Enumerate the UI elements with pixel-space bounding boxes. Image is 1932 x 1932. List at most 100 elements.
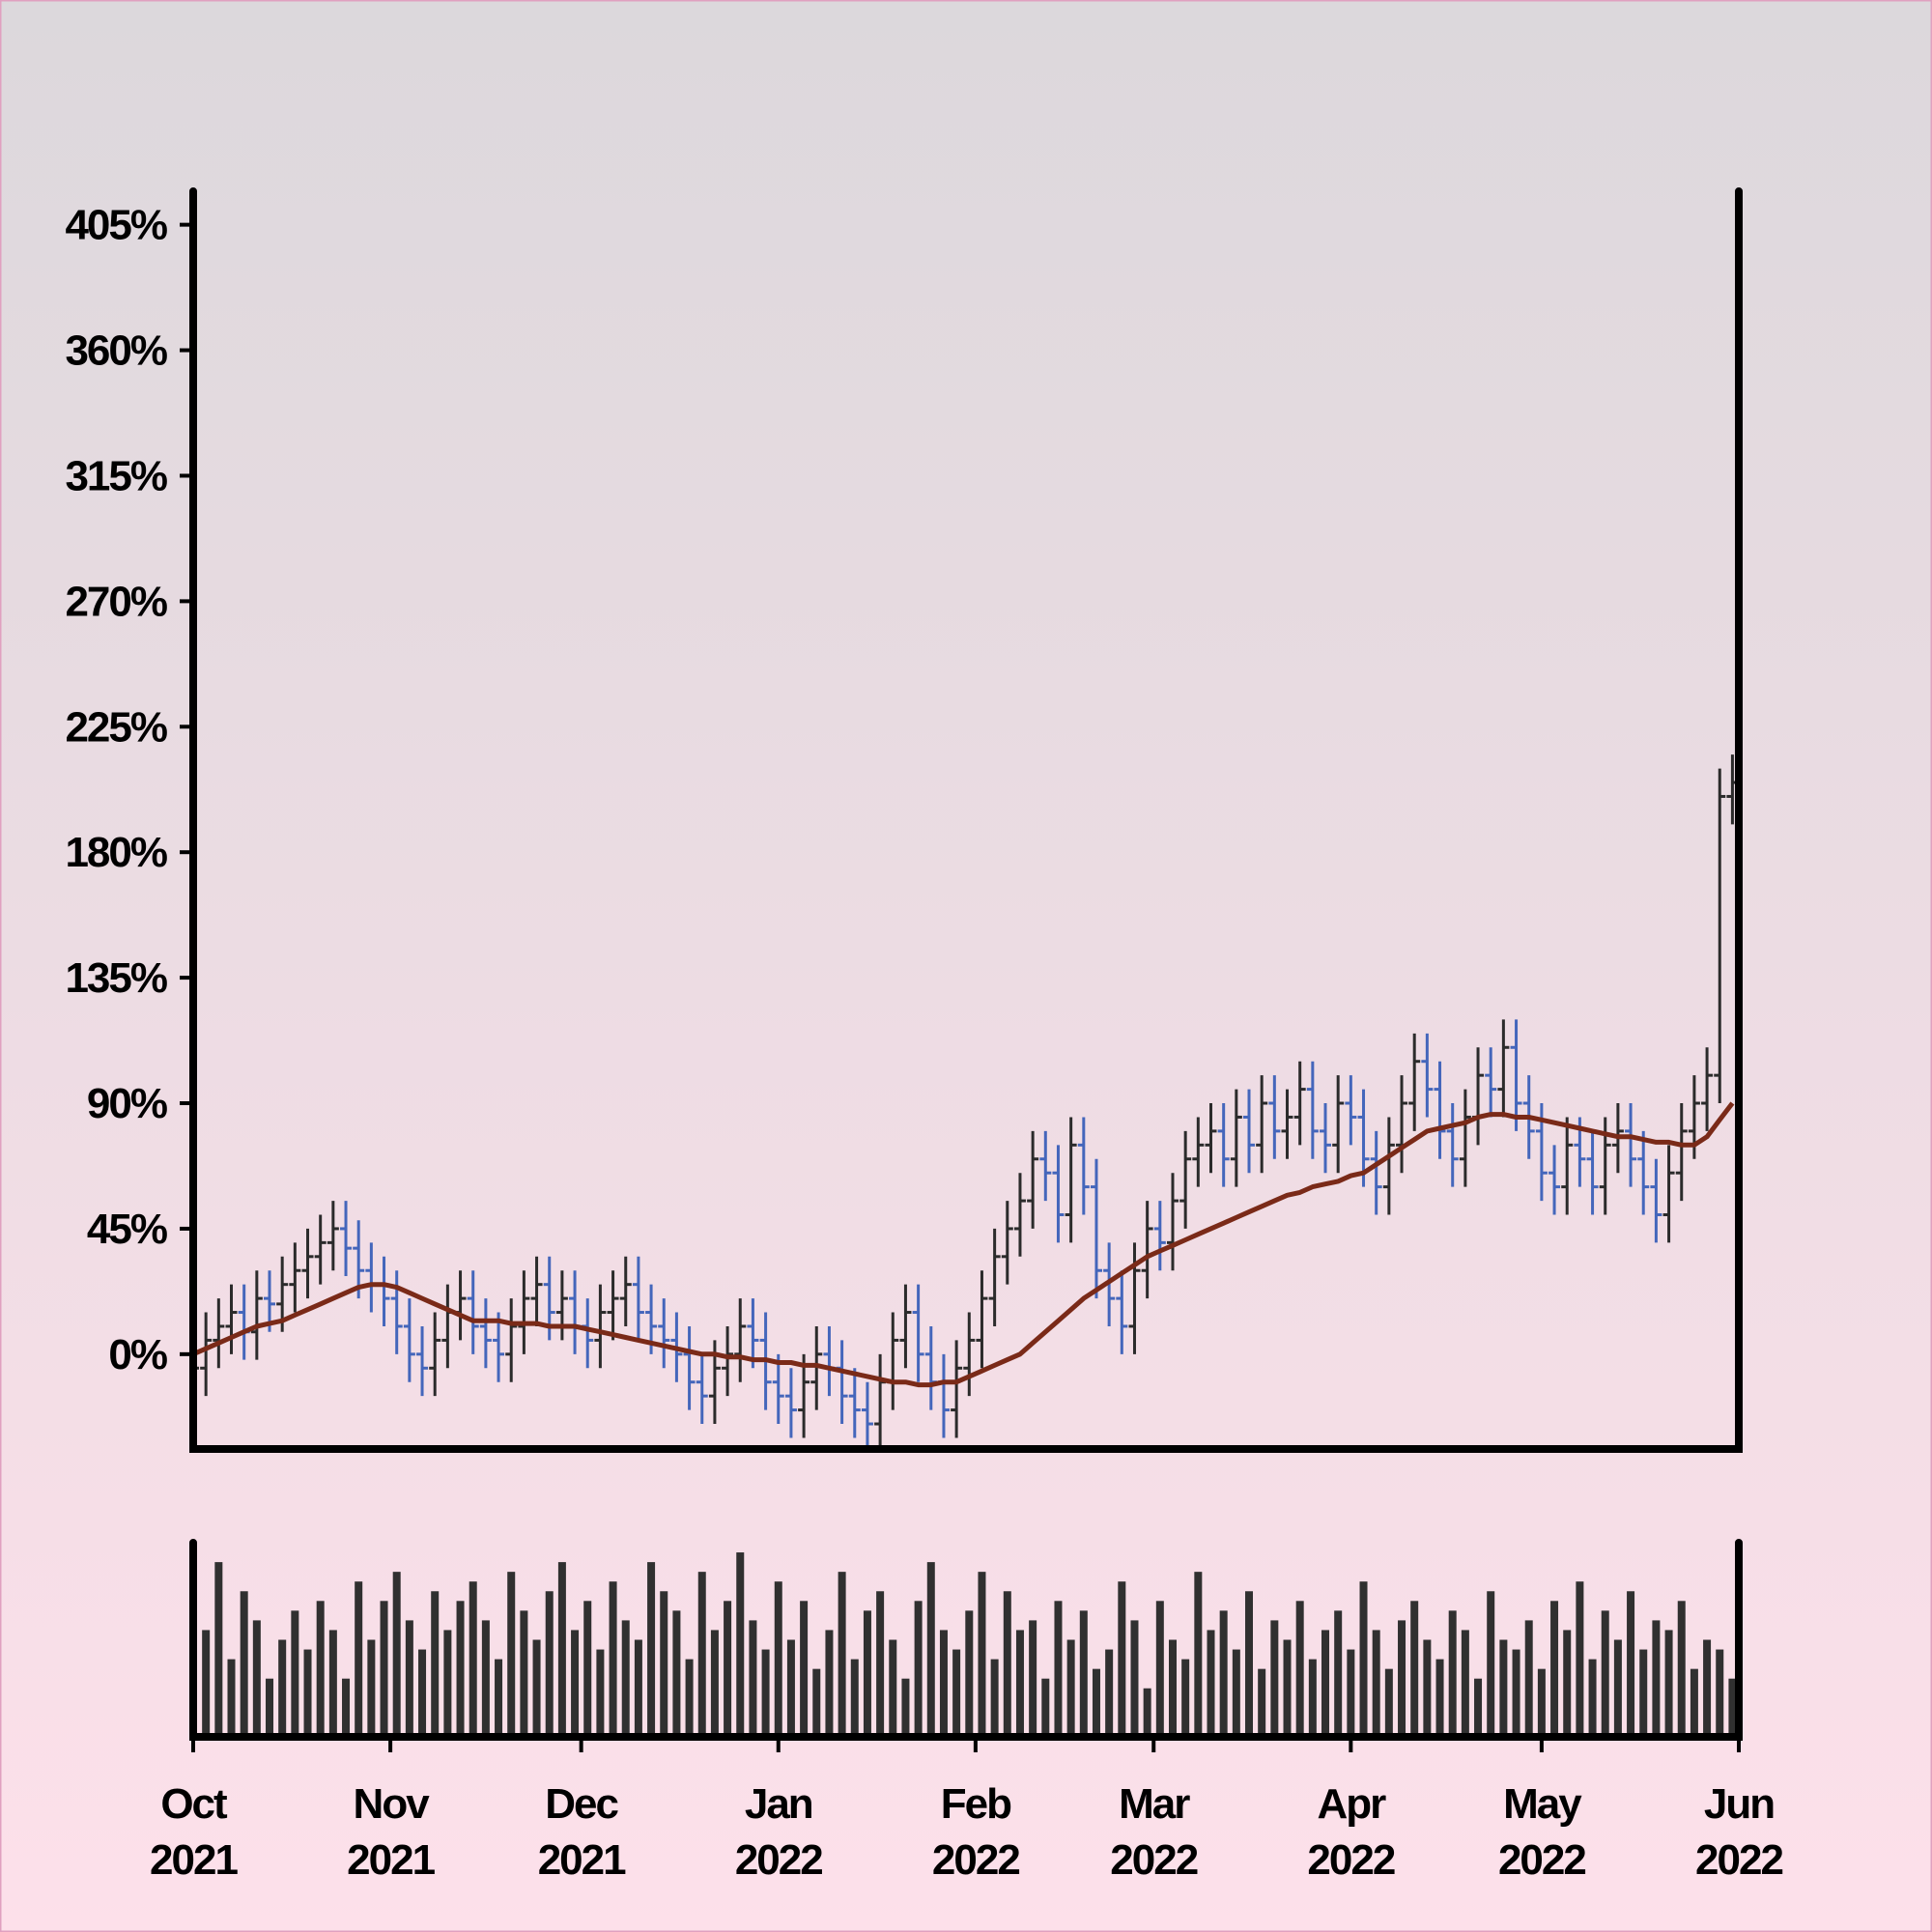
ohlc-bar bbox=[1320, 1103, 1332, 1174]
ohlc-bar bbox=[1039, 1130, 1052, 1202]
volume-bar bbox=[1015, 1630, 1024, 1737]
ohlc-bar bbox=[632, 1256, 644, 1341]
volume-bar bbox=[1295, 1601, 1304, 1737]
volume-bar bbox=[978, 1572, 986, 1737]
volume-bar bbox=[710, 1630, 719, 1737]
volume-bar bbox=[520, 1610, 528, 1737]
ohlc-bar bbox=[1052, 1145, 1065, 1243]
volume-bar bbox=[1601, 1610, 1609, 1737]
ohlc-bar bbox=[658, 1298, 670, 1369]
volume-bar bbox=[1079, 1610, 1088, 1737]
volume-bar bbox=[609, 1581, 617, 1737]
volume-bar bbox=[1283, 1639, 1292, 1737]
ohlc-bar bbox=[1027, 1130, 1039, 1229]
volume-bar bbox=[227, 1659, 236, 1737]
volume-bar bbox=[1550, 1601, 1559, 1737]
volume-bar bbox=[850, 1659, 859, 1737]
volume-bar bbox=[303, 1649, 312, 1737]
volume-bar bbox=[405, 1620, 413, 1737]
x-tick-label: Apr 2022 bbox=[1307, 1780, 1394, 1884]
x-tick-label: Nov 2021 bbox=[347, 1780, 435, 1884]
y-tick-label: 405% bbox=[65, 202, 166, 249]
ohlc-bar bbox=[327, 1201, 339, 1271]
ohlc-bar bbox=[747, 1298, 759, 1369]
volume-bar bbox=[481, 1620, 490, 1737]
ohlc-bar bbox=[1434, 1061, 1446, 1159]
volume-bar bbox=[1728, 1678, 1737, 1737]
volume-bar bbox=[1537, 1668, 1546, 1737]
ohlc-bar bbox=[1396, 1075, 1408, 1174]
y-tick-label: 45% bbox=[87, 1206, 167, 1253]
ohlc-bar bbox=[1243, 1089, 1256, 1174]
volume-bar bbox=[1639, 1649, 1648, 1737]
ohlc-bar bbox=[1332, 1075, 1345, 1174]
volume-bar bbox=[380, 1601, 388, 1737]
ohlc-bar bbox=[912, 1284, 924, 1382]
ohlc-bar bbox=[518, 1270, 530, 1354]
ohlc-bar bbox=[1625, 1103, 1637, 1187]
ohlc-bar bbox=[1013, 1173, 1026, 1257]
y-tick-label: 180% bbox=[65, 829, 166, 876]
ohlc-bar bbox=[1306, 1061, 1319, 1159]
volume-bar bbox=[342, 1678, 351, 1737]
volume-bar bbox=[583, 1601, 592, 1737]
ohlc-bar bbox=[1510, 1019, 1522, 1131]
ohlc-bar bbox=[1459, 1089, 1471, 1187]
x-tick-label: Dec 2021 bbox=[538, 1780, 626, 1884]
y-tick-label: 270% bbox=[65, 578, 166, 625]
volume-bar bbox=[456, 1601, 465, 1737]
axes: 0% 45% 90% 135% 180% 225% 270% 315% 360% 405% Oct 2… bbox=[65, 187, 1784, 1884]
ohlc-bar bbox=[976, 1270, 988, 1369]
ohlc-bar bbox=[1345, 1075, 1357, 1146]
ohlc-bar bbox=[493, 1312, 505, 1382]
volume-bar bbox=[266, 1678, 274, 1737]
volume-bar bbox=[1092, 1668, 1100, 1737]
volume-bar bbox=[647, 1562, 656, 1737]
volume-bar bbox=[774, 1581, 782, 1737]
volume-bar bbox=[1041, 1678, 1050, 1737]
volume-bar bbox=[596, 1649, 605, 1737]
volume-bar bbox=[1130, 1620, 1139, 1737]
volume-bar bbox=[825, 1630, 834, 1737]
volume-bar bbox=[532, 1639, 541, 1737]
volume-bar bbox=[800, 1601, 809, 1737]
ohlc-bar bbox=[1382, 1117, 1395, 1215]
volume-bar bbox=[1487, 1591, 1495, 1737]
volume-bar bbox=[557, 1562, 566, 1737]
ohlc-bar bbox=[861, 1381, 873, 1449]
ohlc-bar bbox=[594, 1284, 607, 1369]
volume-bar bbox=[1563, 1630, 1572, 1737]
volume-bar bbox=[914, 1601, 923, 1737]
volume-bar bbox=[214, 1562, 223, 1737]
ohlc-bar bbox=[1637, 1130, 1650, 1215]
volume-bar bbox=[1461, 1630, 1469, 1737]
ohlc-bar bbox=[1586, 1130, 1599, 1215]
volume-bar bbox=[761, 1649, 770, 1737]
volume-bar bbox=[1627, 1591, 1635, 1737]
volume-bar bbox=[1677, 1601, 1686, 1737]
ohlc-bar bbox=[1090, 1158, 1102, 1299]
volume-bar bbox=[418, 1649, 427, 1737]
volume-bar bbox=[240, 1591, 248, 1737]
volume-bar bbox=[1423, 1639, 1432, 1737]
volume-bar bbox=[1588, 1659, 1597, 1737]
ohlc-bar bbox=[1077, 1117, 1090, 1215]
ohlc-bar bbox=[1293, 1061, 1306, 1146]
ohlc-bar bbox=[403, 1298, 415, 1382]
ohlc-bar bbox=[1256, 1075, 1268, 1174]
ohlc-bar bbox=[772, 1353, 784, 1425]
volume-bar bbox=[1703, 1639, 1712, 1737]
ohlc-bar bbox=[1217, 1103, 1230, 1187]
ohlc-bar bbox=[683, 1325, 696, 1410]
volume-bar bbox=[1347, 1649, 1355, 1737]
ohlc-bar bbox=[1650, 1158, 1662, 1243]
volume-bar bbox=[889, 1639, 897, 1737]
price-frame bbox=[189, 187, 1743, 1453]
y-tick-label: 135% bbox=[65, 954, 166, 1002]
ohlc-bar bbox=[848, 1368, 861, 1438]
volume-bar bbox=[1384, 1668, 1393, 1737]
ohlc-bar bbox=[314, 1214, 327, 1285]
ohlc-bar bbox=[619, 1256, 632, 1326]
volume-bar bbox=[697, 1572, 706, 1737]
volume-bar bbox=[1499, 1639, 1508, 1737]
